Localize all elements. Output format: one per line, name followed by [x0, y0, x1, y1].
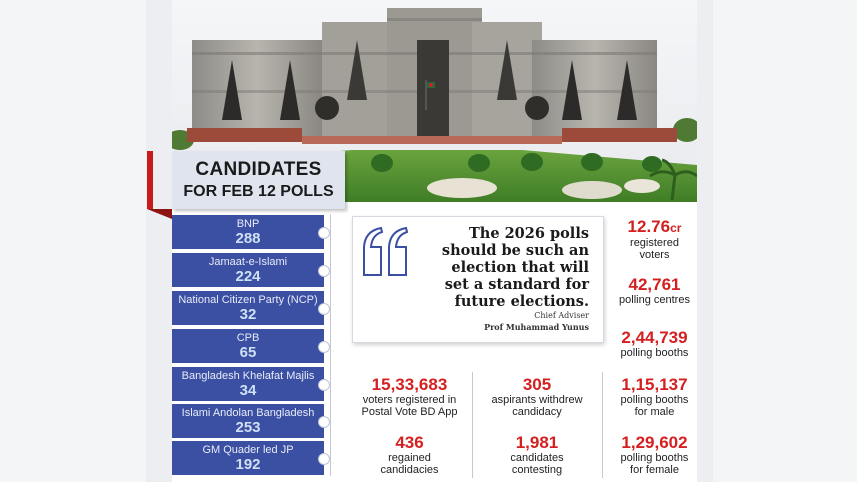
infographic-panel: CANDIDATES FOR FEB 12 POLLS BNP 288 Jama… [172, 0, 697, 482]
stat-label: polling centres [619, 294, 690, 306]
party-count: 224 [235, 268, 261, 285]
party-name: CPB [236, 332, 260, 344]
party-count: 65 [239, 344, 257, 361]
stat-value: 1,29,602 [621, 433, 688, 452]
party-count: 32 [239, 306, 257, 323]
title-line-2: FOR FEB 12 POLLS [183, 183, 334, 200]
quote-author-role: Chief Adviser [534, 311, 589, 320]
stat-polling-centres: 42,761 polling centres [612, 275, 697, 307]
stat-value: 2,44,739 [621, 328, 688, 347]
stat-label: candidacies [380, 464, 439, 476]
title-ribbon-fold [147, 209, 172, 219]
party-name: Islami Andolan Bangladesh [181, 407, 315, 419]
connector-dot [318, 265, 330, 277]
stat-label: polling booths [620, 452, 689, 464]
stat-label: voters [639, 249, 670, 261]
quote-text-line: should be such an [441, 242, 589, 259]
party-name: Jamaat-e-Islami [208, 256, 288, 268]
connector-dot [318, 453, 330, 465]
party-count: 192 [235, 456, 261, 473]
stat-value: 42,761 [628, 275, 681, 294]
stat-polling-booths: 2,44,739 polling booths [612, 328, 697, 360]
left-margin-strip [146, 0, 172, 482]
party-connector-line [330, 214, 331, 476]
connector-dot [318, 416, 330, 428]
title-line-1: CANDIDATES [195, 159, 322, 180]
quote-text-line: set a standard for [444, 276, 589, 293]
connector-dot [318, 341, 330, 353]
stat-value: 305 [522, 375, 552, 394]
stat-label: for male [634, 406, 675, 418]
party-count: 34 [239, 382, 257, 399]
stat-label: candidacy [512, 406, 562, 418]
stat-booths-male: 1,15,137 polling booths for male [612, 375, 697, 419]
party-bnp: BNP 288 [172, 215, 330, 249]
party-name: GM Quader led JP [202, 444, 294, 456]
quote-box: The 2026 polls should be such an electio… [352, 216, 604, 343]
stat-value: 436 [395, 433, 424, 452]
connector-dot [318, 379, 330, 391]
party-cpb: CPB 65 [172, 329, 330, 363]
title-box: CANDIDATES FOR FEB 12 POLLS [172, 151, 345, 209]
stat-registered-voters: 12.76cr registered voters [612, 217, 697, 262]
stat-value: 1,15,137 [621, 375, 688, 394]
party-khelafat-majlis: Bangladesh Khelafat Majlis 34 [172, 367, 330, 401]
stat-label: Postal Vote BD App [361, 406, 458, 418]
stat-label: for female [630, 464, 679, 476]
connector-dot [318, 303, 330, 315]
stat-aspirants-withdrew: 305 aspirants withdrew candidacy [477, 375, 597, 419]
stat-label: polling booths [620, 347, 689, 359]
right-margin-strip [697, 0, 713, 482]
stats-divider [602, 372, 603, 478]
party-ncp: National Citizen Party (NCP) 32 [172, 291, 330, 325]
party-name: Bangladesh Khelafat Majlis [181, 370, 315, 382]
stat-label: regained [388, 452, 431, 464]
quote-mark-icon [363, 226, 409, 276]
quote-text-line: future elections. [454, 293, 589, 310]
quote-author-name: Prof Muhammad Yunus [484, 322, 589, 332]
stat-unit: cr [670, 221, 682, 235]
stat-regained-candidacies: 436 regained candidacies [352, 433, 467, 477]
title-ribbon-accent [147, 151, 153, 209]
party-jp: GM Quader led JP 192 [172, 441, 330, 475]
stat-label: voters registered in [362, 394, 457, 406]
party-name: National Citizen Party (NCP) [178, 294, 318, 306]
stat-value: 12.76 [627, 217, 671, 236]
party-islami-andolan: Islami Andolan Bangladesh 253 [172, 404, 330, 438]
quote-text-line: The 2026 polls [468, 225, 589, 242]
stat-label: candidates [510, 452, 564, 464]
quote-text-line: election that will [451, 259, 589, 276]
stat-label: contesting [511, 464, 563, 476]
stats-divider [472, 372, 473, 478]
party-count: 253 [235, 419, 261, 436]
stat-booths-female: 1,29,602 polling booths for female [612, 433, 697, 477]
stat-value: 1,981 [515, 433, 559, 452]
stat-label: aspirants withdrew [491, 394, 583, 406]
stat-value: 15,33,683 [371, 375, 448, 394]
stat-label: polling booths [620, 394, 689, 406]
party-name: BNP [236, 218, 260, 230]
stat-label: registered [630, 237, 679, 249]
stat-postal-voters: 15,33,683 voters registered in Postal Vo… [352, 375, 467, 419]
stat-candidates-contesting: 1,981 candidates contesting [477, 433, 597, 477]
connector-dot [318, 227, 330, 239]
party-jamaat: Jamaat-e-Islami 224 [172, 253, 330, 287]
party-count: 288 [235, 230, 261, 247]
